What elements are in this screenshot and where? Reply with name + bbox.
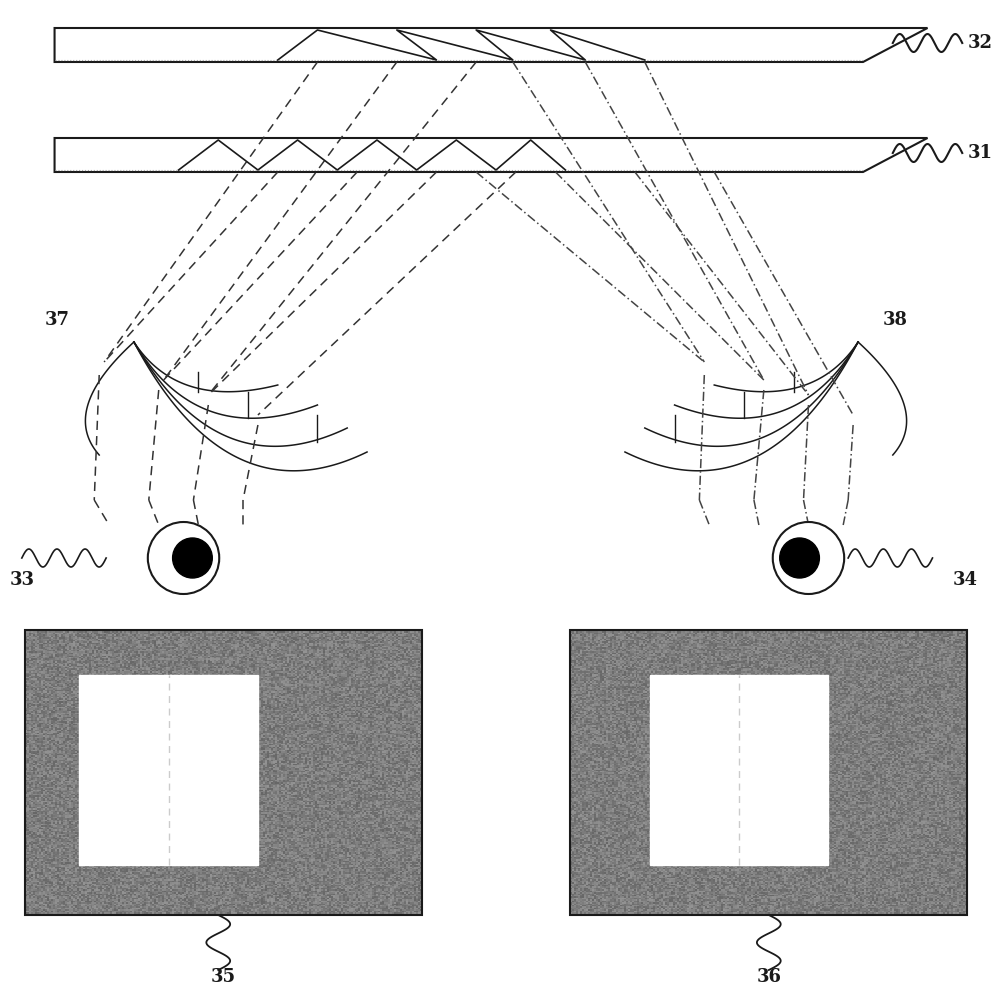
Text: 35: 35 <box>210 968 236 986</box>
Text: 32: 32 <box>967 34 992 52</box>
Bar <box>650 675 828 865</box>
Text: 31: 31 <box>967 144 992 162</box>
Text: 34: 34 <box>952 571 977 589</box>
Text: 36: 36 <box>756 968 782 986</box>
Text: 38: 38 <box>883 311 908 329</box>
Circle shape <box>773 522 844 594</box>
Bar <box>25 630 422 915</box>
Bar <box>570 630 967 915</box>
Text: 33: 33 <box>10 571 35 589</box>
Circle shape <box>173 538 212 578</box>
Circle shape <box>148 522 219 594</box>
Text: 37: 37 <box>45 311 69 329</box>
Bar <box>79 675 258 865</box>
Circle shape <box>780 538 819 578</box>
